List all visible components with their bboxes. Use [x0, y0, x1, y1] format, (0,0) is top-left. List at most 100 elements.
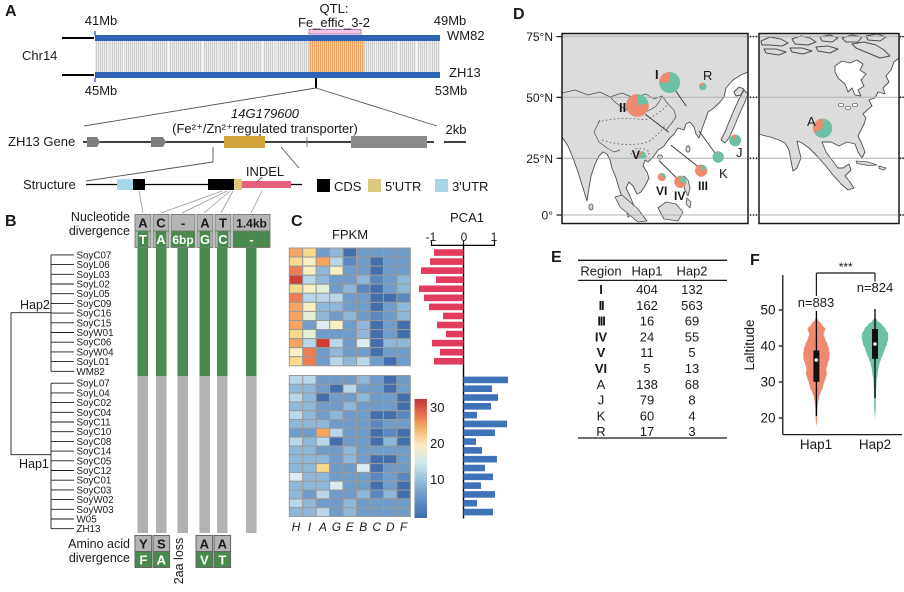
svg-text:11: 11 — [640, 345, 654, 360]
svg-text:(Fe²⁺/Zn²⁺regulated transporte: (Fe²⁺/Zn²⁺regulated transporter) — [172, 121, 358, 136]
svg-text:30: 30 — [430, 400, 444, 415]
svg-text:A: A — [597, 377, 606, 392]
svg-text:I: I — [599, 282, 603, 297]
svg-text:20: 20 — [430, 436, 444, 451]
svg-text:T: T — [139, 232, 147, 247]
svg-text:-: - — [181, 216, 185, 231]
svg-text:S: S — [157, 537, 166, 552]
svg-text:6bp: 6bp — [172, 233, 193, 247]
svg-text:SoyL03: SoyL03 — [77, 270, 111, 281]
svg-text:60: 60 — [640, 408, 654, 423]
svg-text:Region: Region — [580, 264, 621, 279]
svg-text:V: V — [632, 148, 640, 162]
svg-text:SoyC04: SoyC04 — [77, 408, 112, 419]
svg-text:50: 50 — [760, 303, 775, 318]
svg-text:V: V — [200, 553, 209, 568]
svg-text:F: F — [139, 553, 147, 568]
svg-text:D: D — [513, 6, 525, 23]
svg-text:5: 5 — [688, 345, 695, 360]
svg-text:CDS: CDS — [334, 179, 362, 194]
svg-text:QTL:: QTL: — [320, 1, 349, 16]
svg-text:SoyC08: SoyC08 — [77, 437, 112, 448]
svg-text:WM82: WM82 — [77, 367, 105, 378]
svg-text:Hap2: Hap2 — [676, 264, 707, 279]
svg-text:0: 0 — [461, 230, 468, 244]
svg-text:53Mb: 53Mb — [435, 83, 468, 98]
svg-text:16: 16 — [640, 314, 654, 329]
svg-text:Hap1: Hap1 — [631, 264, 662, 279]
svg-text:B: B — [5, 213, 17, 230]
svg-text:E: E — [346, 520, 355, 534]
svg-text:Chr14: Chr14 — [22, 48, 57, 63]
svg-text:FPKM: FPKM — [332, 227, 368, 242]
svg-text:132: 132 — [681, 282, 703, 297]
svg-text:24: 24 — [640, 329, 654, 344]
svg-text:A: A — [200, 537, 210, 552]
svg-text:40: 40 — [760, 339, 775, 354]
svg-text:5: 5 — [643, 361, 650, 376]
svg-text:2kb: 2kb — [446, 122, 467, 137]
svg-text:SoyC03: SoyC03 — [77, 485, 112, 496]
svg-text:A: A — [318, 520, 327, 534]
svg-text:W05: W05 — [77, 515, 98, 526]
svg-text:Y: Y — [139, 537, 148, 552]
svg-text:14G179600: 14G179600 — [231, 106, 300, 121]
svg-text:C: C — [218, 232, 228, 247]
svg-text:25°N: 25°N — [526, 152, 553, 166]
svg-text:SoyW03: SoyW03 — [77, 505, 115, 516]
svg-text:ZH13: ZH13 — [77, 524, 102, 535]
svg-text:-1: -1 — [426, 230, 437, 244]
svg-text:K: K — [597, 408, 606, 423]
svg-text:C: C — [372, 520, 381, 534]
svg-text:SoyC11: SoyC11 — [77, 418, 111, 429]
svg-text:E: E — [551, 249, 562, 266]
svg-text:III: III — [597, 314, 605, 329]
svg-text:I: I — [308, 520, 312, 534]
svg-text:50°N: 50°N — [526, 91, 553, 105]
svg-text:SoyC06: SoyC06 — [77, 338, 112, 349]
svg-text:SoyW04: SoyW04 — [77, 347, 115, 358]
svg-text:G: G — [200, 232, 210, 247]
svg-text:F: F — [400, 520, 408, 534]
svg-text:3: 3 — [688, 424, 695, 439]
svg-text:Hap1: Hap1 — [19, 457, 49, 471]
svg-text:F: F — [750, 252, 760, 269]
svg-text:C: C — [291, 213, 303, 230]
svg-text:SoyW02: SoyW02 — [77, 495, 114, 506]
svg-text:13: 13 — [685, 361, 699, 376]
svg-text:Structure: Structure — [23, 177, 76, 192]
svg-text:II: II — [619, 100, 626, 115]
svg-text:SoyL02: SoyL02 — [77, 280, 110, 291]
svg-text:SoyC14: SoyC14 — [77, 447, 112, 458]
svg-text:3'UTR: 3'UTR — [452, 179, 488, 194]
svg-text:SoyC10: SoyC10 — [77, 427, 112, 438]
svg-text:Fe_effic_3-2: Fe_effic_3-2 — [298, 15, 370, 30]
svg-text:8: 8 — [688, 393, 695, 408]
svg-text:404: 404 — [636, 282, 658, 297]
svg-text:R: R — [596, 424, 605, 439]
svg-text:D: D — [386, 520, 395, 534]
svg-text:SoyL05: SoyL05 — [77, 289, 111, 300]
svg-text:II: II — [599, 298, 604, 313]
svg-text:A: A — [807, 114, 816, 129]
svg-text:138: 138 — [636, 377, 658, 392]
svg-text:Hap2: Hap2 — [859, 437, 891, 452]
svg-text:45Mb: 45Mb — [85, 83, 118, 98]
svg-text:55: 55 — [685, 329, 699, 344]
svg-text:VI: VI — [595, 361, 607, 376]
svg-text:Nucleotide: Nucleotide — [71, 210, 130, 224]
svg-text:H: H — [292, 520, 301, 534]
svg-text:75°N: 75°N — [526, 30, 553, 44]
svg-text:T: T — [218, 553, 226, 568]
svg-text:Hap1: Hap1 — [800, 437, 832, 452]
svg-text:0°: 0° — [542, 209, 554, 223]
svg-text:30: 30 — [760, 375, 775, 390]
svg-text:Laltitude: Laltitude — [742, 319, 757, 370]
svg-text:SoyL07: SoyL07 — [77, 379, 110, 390]
svg-text:A: A — [157, 553, 167, 568]
svg-text:SoyW01: SoyW01 — [77, 328, 114, 339]
svg-text:20: 20 — [760, 411, 775, 426]
svg-text:IV: IV — [674, 189, 685, 203]
svg-text:n=824: n=824 — [857, 280, 894, 295]
svg-text:SoyC12: SoyC12 — [77, 466, 112, 477]
